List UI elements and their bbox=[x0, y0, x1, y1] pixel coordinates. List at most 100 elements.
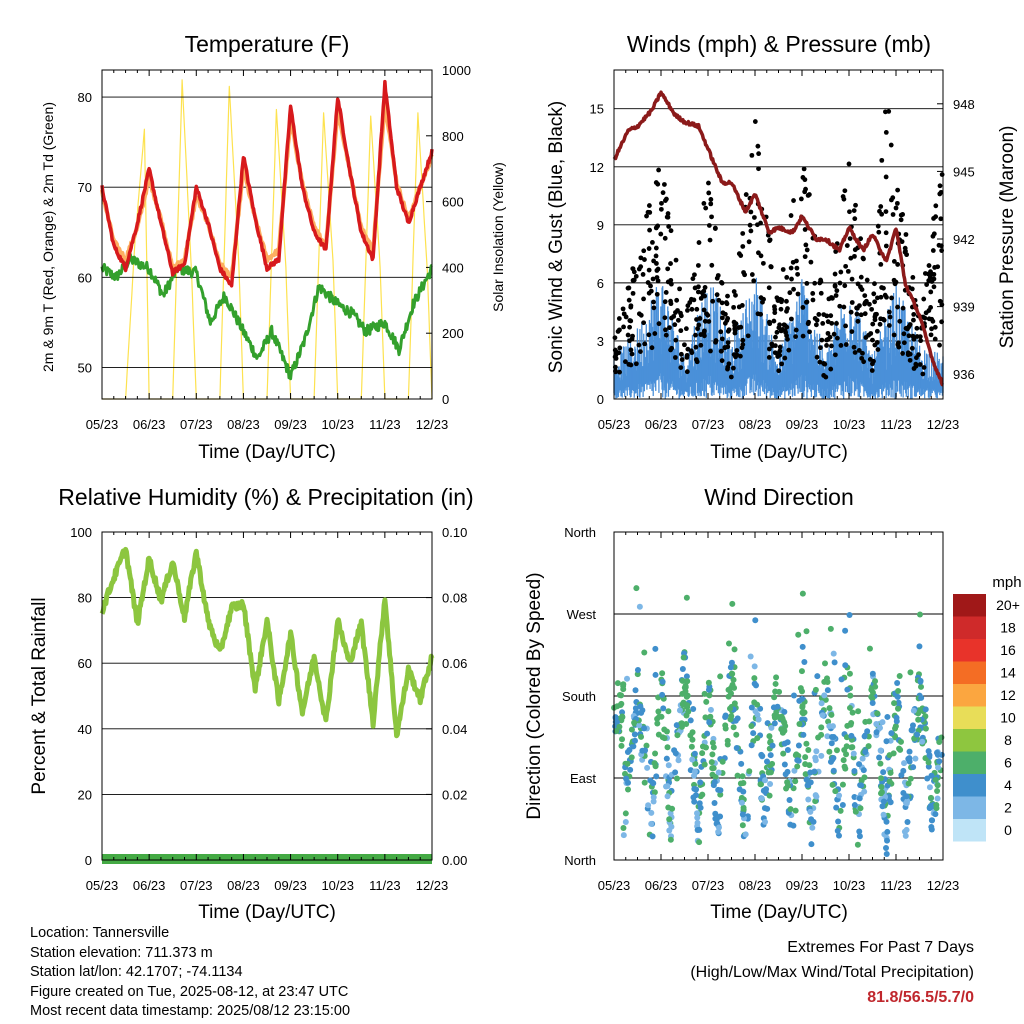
gust-point bbox=[805, 321, 811, 327]
legend-label: 4 bbox=[1004, 777, 1012, 793]
gust-point bbox=[672, 355, 678, 360]
direction-point bbox=[733, 744, 740, 751]
gust-point bbox=[731, 304, 737, 310]
gust-point bbox=[852, 350, 858, 355]
gust-point bbox=[693, 357, 699, 363]
direction-point bbox=[704, 730, 711, 737]
direction-point bbox=[858, 777, 865, 784]
direction-point bbox=[767, 781, 774, 788]
gust-point bbox=[938, 189, 944, 195]
gust-point bbox=[745, 333, 751, 339]
gust-point bbox=[821, 361, 827, 366]
direction-point bbox=[648, 809, 655, 816]
direction-point bbox=[824, 687, 831, 694]
direction-point bbox=[678, 720, 685, 727]
direction-point bbox=[883, 851, 890, 858]
y-axis-label-right: Station Pressure (Maroon) bbox=[997, 126, 1018, 349]
gust-point bbox=[834, 335, 840, 341]
direction-point bbox=[693, 786, 700, 793]
gust-point bbox=[766, 285, 772, 291]
direction-point bbox=[732, 717, 739, 724]
direction-point bbox=[619, 736, 626, 743]
gust-point bbox=[730, 365, 736, 371]
direction-point bbox=[679, 677, 686, 684]
gust-point bbox=[793, 327, 799, 333]
direction-point bbox=[908, 727, 915, 734]
gust-point bbox=[654, 275, 660, 280]
gust-point bbox=[691, 297, 697, 303]
direction-point bbox=[936, 758, 943, 765]
direction-point bbox=[835, 832, 842, 839]
gust-point bbox=[668, 277, 674, 283]
gust-point bbox=[852, 216, 858, 222]
gust-point bbox=[848, 255, 854, 261]
gust-point bbox=[900, 212, 906, 217]
direction-point bbox=[624, 748, 631, 755]
gust-point bbox=[719, 300, 725, 306]
gust-point bbox=[719, 280, 725, 286]
direction-point bbox=[847, 692, 854, 699]
direction-point bbox=[896, 745, 903, 752]
x-tick-label: 10/23 bbox=[321, 878, 354, 893]
gust-point bbox=[736, 251, 742, 257]
gust-point bbox=[889, 295, 894, 301]
gust-point bbox=[819, 337, 825, 343]
gust-point bbox=[660, 190, 666, 196]
direction-point bbox=[691, 750, 698, 757]
legend-swatch bbox=[953, 594, 986, 617]
direction-point bbox=[782, 771, 789, 778]
gust-point bbox=[774, 329, 780, 335]
gust-point bbox=[821, 373, 827, 378]
gust-point bbox=[674, 297, 680, 303]
direction-point bbox=[773, 674, 780, 681]
direction-point bbox=[840, 757, 847, 764]
x-tick-label: 10/23 bbox=[833, 878, 866, 893]
direction-point bbox=[694, 819, 701, 826]
gust-point bbox=[755, 143, 761, 149]
gust-point bbox=[706, 190, 712, 196]
direction-point bbox=[725, 686, 732, 693]
gust-point bbox=[647, 210, 653, 215]
direction-point bbox=[706, 719, 713, 726]
legend-swatch bbox=[953, 729, 986, 752]
gust-point bbox=[645, 280, 651, 285]
gust-point bbox=[801, 166, 807, 172]
gust-point bbox=[712, 226, 718, 231]
gust-point bbox=[817, 359, 823, 365]
gust-point bbox=[756, 166, 761, 172]
gust-point bbox=[789, 276, 794, 282]
direction-point bbox=[618, 700, 625, 707]
direction-point bbox=[897, 738, 904, 745]
direction-point bbox=[917, 677, 924, 684]
direction-point bbox=[894, 680, 901, 687]
gust-point bbox=[828, 313, 834, 319]
gust-point bbox=[706, 319, 712, 324]
gust-point bbox=[617, 369, 622, 375]
direction-point bbox=[838, 676, 845, 683]
gust-point bbox=[874, 340, 880, 345]
gust-point bbox=[667, 325, 672, 331]
gust-point bbox=[821, 312, 827, 317]
direction-point bbox=[844, 722, 851, 729]
gust-point bbox=[646, 267, 652, 273]
direction-point bbox=[915, 716, 922, 723]
direction-point bbox=[622, 810, 629, 817]
direction-point bbox=[672, 769, 679, 776]
gust-point bbox=[663, 332, 669, 338]
y-tick-label: 0 bbox=[85, 853, 92, 868]
direction-point bbox=[859, 755, 866, 762]
direction-point bbox=[667, 810, 674, 817]
direction-point bbox=[886, 752, 893, 759]
gust-point bbox=[807, 329, 812, 335]
gust-point bbox=[733, 292, 738, 298]
gust-point bbox=[791, 286, 796, 292]
y-tick-label: 6 bbox=[597, 276, 604, 291]
gust-point bbox=[875, 223, 881, 229]
y2-tick-label: 0.00 bbox=[442, 853, 467, 868]
elevation-text: Station elevation: 711.373 m bbox=[30, 944, 213, 961]
direction-point bbox=[620, 681, 627, 688]
gust-point bbox=[678, 365, 684, 371]
direction-point bbox=[916, 643, 923, 650]
gust-point bbox=[843, 342, 849, 347]
